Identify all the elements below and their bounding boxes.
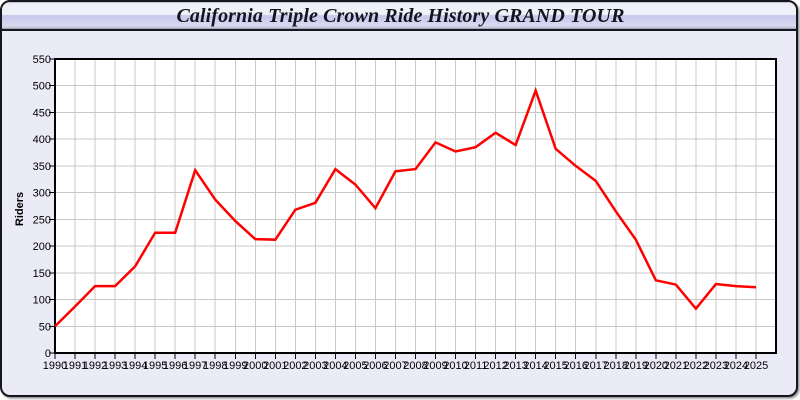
svg-text:2012: 2012	[483, 360, 507, 372]
svg-text:1996: 1996	[163, 360, 187, 372]
svg-text:2022: 2022	[684, 360, 708, 372]
svg-text:2008: 2008	[403, 360, 427, 372]
svg-text:2003: 2003	[303, 360, 327, 372]
svg-text:50: 50	[39, 321, 51, 333]
svg-text:2005: 2005	[343, 360, 367, 372]
svg-text:2004: 2004	[323, 360, 347, 372]
svg-text:2014: 2014	[523, 360, 547, 372]
svg-text:1991: 1991	[63, 360, 87, 372]
svg-text:2021: 2021	[664, 360, 688, 372]
svg-text:350: 350	[33, 161, 51, 173]
svg-text:2023: 2023	[704, 360, 728, 372]
svg-text:2020: 2020	[644, 360, 668, 372]
svg-text:2001: 2001	[263, 360, 287, 372]
svg-text:1994: 1994	[123, 360, 147, 372]
svg-text:250: 250	[33, 214, 51, 226]
svg-text:1999: 1999	[223, 360, 247, 372]
svg-text:1992: 1992	[83, 360, 107, 372]
svg-text:1998: 1998	[203, 360, 227, 372]
svg-text:2015: 2015	[543, 360, 567, 372]
svg-text:2006: 2006	[363, 360, 387, 372]
svg-text:2000: 2000	[243, 360, 267, 372]
svg-text:200: 200	[33, 241, 51, 253]
svg-text:1997: 1997	[183, 360, 207, 372]
svg-text:2018: 2018	[604, 360, 628, 372]
svg-text:400: 400	[33, 134, 51, 146]
svg-text:2002: 2002	[283, 360, 307, 372]
svg-text:2016: 2016	[563, 360, 587, 372]
svg-text:Riders: Riders	[14, 192, 26, 226]
svg-text:2010: 2010	[443, 360, 467, 372]
svg-text:2025: 2025	[744, 360, 768, 372]
svg-text:2011: 2011	[464, 360, 488, 372]
svg-text:150: 150	[33, 268, 51, 280]
svg-text:2019: 2019	[624, 360, 648, 372]
svg-text:1993: 1993	[103, 360, 127, 372]
svg-text:300: 300	[33, 188, 51, 200]
svg-text:0: 0	[45, 348, 51, 360]
svg-text:450: 450	[33, 107, 51, 119]
svg-text:2024: 2024	[724, 360, 748, 372]
svg-text:2009: 2009	[423, 360, 447, 372]
svg-text:550: 550	[33, 54, 51, 66]
svg-text:2013: 2013	[503, 360, 527, 372]
svg-text:100: 100	[33, 295, 51, 307]
svg-text:1995: 1995	[143, 360, 167, 372]
svg-text:1990: 1990	[43, 360, 67, 372]
svg-text:2007: 2007	[383, 360, 407, 372]
svg-text:500: 500	[33, 81, 51, 93]
svg-text:2017: 2017	[584, 360, 608, 372]
